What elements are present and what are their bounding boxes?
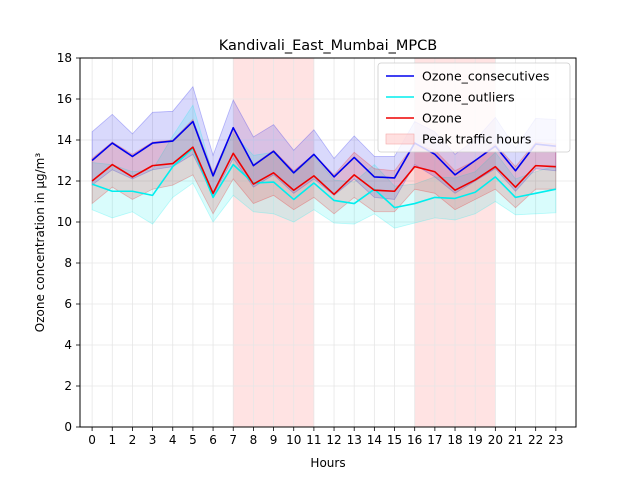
y-axis-label: Ozone concentration in µg/m³ xyxy=(33,153,47,333)
x-tick-label-18: 18 xyxy=(447,433,462,447)
x-tick-label-16: 16 xyxy=(407,433,422,447)
legend-label-3: Peak traffic hours xyxy=(422,132,531,147)
chart-title: Kandivali_East_Mumbai_MPCB xyxy=(219,38,437,54)
y-tick-label-7: 14 xyxy=(57,133,72,147)
x-tick-label-5: 5 xyxy=(189,433,197,447)
x-tick-label-3: 3 xyxy=(149,433,157,447)
y-tick-label-1: 2 xyxy=(64,379,72,393)
series-line-Ozone xyxy=(91,146,556,196)
x-tick-label-11: 11 xyxy=(306,433,321,447)
x-tick-label-17: 17 xyxy=(427,433,442,447)
series-line-Ozone_consecutives xyxy=(91,120,556,179)
x-tick-label-12: 12 xyxy=(326,433,341,447)
x-tick-label-20: 20 xyxy=(488,433,503,447)
x-tick-label-22: 22 xyxy=(528,433,543,447)
y-tick-label-3: 6 xyxy=(64,297,72,311)
x-tick-label-7: 7 xyxy=(229,433,237,447)
legend-label-0: Ozone_consecutives xyxy=(422,69,549,84)
legend-label-2: Ozone xyxy=(422,111,462,126)
legend-box xyxy=(377,62,571,153)
x-tick-label-4: 4 xyxy=(169,433,177,447)
y-tick-label-5: 10 xyxy=(57,215,72,229)
y-tick-label-4: 8 xyxy=(64,256,72,270)
y-tick-label-2: 4 xyxy=(64,338,72,352)
y-tick-label-9: 18 xyxy=(57,51,72,65)
x-tick-label-10: 10 xyxy=(286,433,301,447)
x-tick-label-2: 2 xyxy=(129,433,137,447)
legend-swatch-peak-traffic xyxy=(385,133,415,145)
legend-label-1: Ozone_outliers xyxy=(422,90,515,105)
x-axis-label: Hours xyxy=(310,456,345,470)
x-tick-label-9: 9 xyxy=(270,433,278,447)
y-tick-label-0: 0 xyxy=(64,420,72,434)
legend: Ozone_consecutives Ozone_outliers Ozone Pea… xyxy=(377,62,571,153)
series-line-Ozone_outliers xyxy=(91,147,556,209)
x-tick-label-21: 21 xyxy=(508,433,523,447)
band-Ozone_consecutives xyxy=(91,85,557,200)
x-tick-label-6: 6 xyxy=(209,433,217,447)
x-tick-label-8: 8 xyxy=(250,433,258,447)
x-tick-label-15: 15 xyxy=(387,433,402,447)
y-tick-label-6: 12 xyxy=(57,174,72,188)
x-tick-label-23: 23 xyxy=(548,433,563,447)
x-tick-label-13: 13 xyxy=(347,433,362,447)
y-tick-label-8: 16 xyxy=(57,92,72,106)
x-tick-label-1: 1 xyxy=(108,433,116,447)
plot-frame xyxy=(79,57,577,428)
x-tick-label-14: 14 xyxy=(367,433,382,447)
x-tick-label-19: 19 xyxy=(468,433,483,447)
x-tick-label-0: 0 xyxy=(88,433,96,447)
